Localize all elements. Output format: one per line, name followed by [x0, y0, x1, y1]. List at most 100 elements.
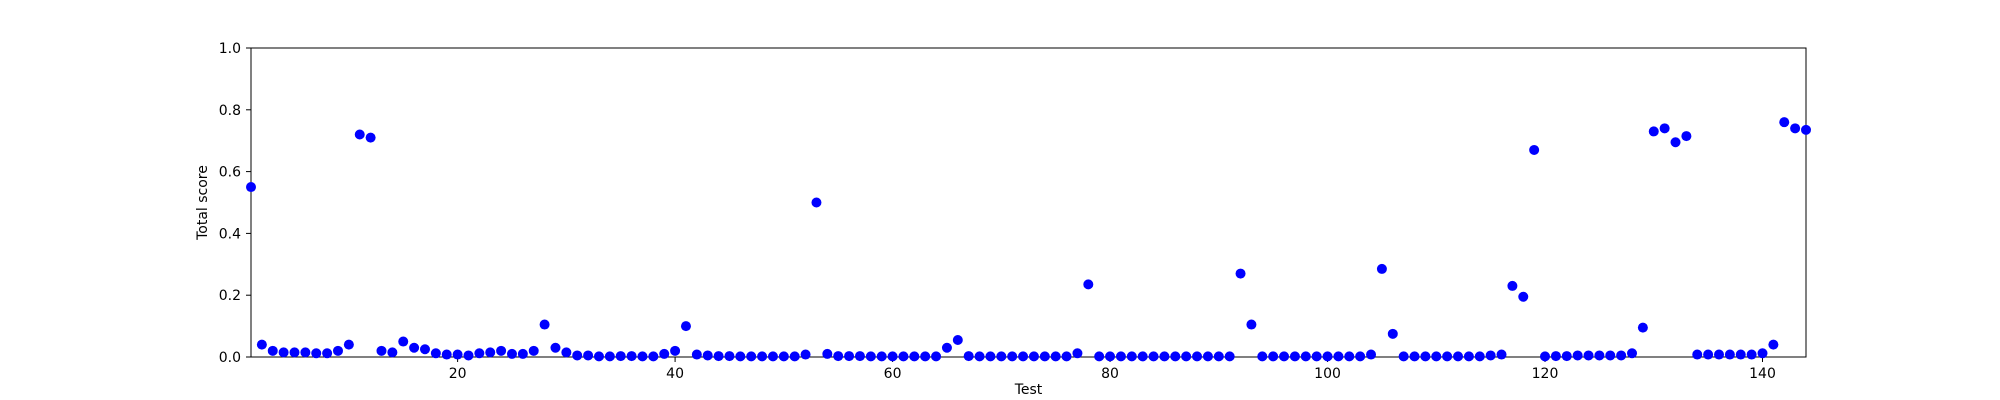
data-point	[1181, 351, 1192, 362]
data-point	[1594, 350, 1605, 361]
y-tick-label: 0.0	[219, 350, 241, 366]
data-point	[561, 347, 572, 358]
data-point	[1322, 351, 1333, 362]
data-point	[1300, 351, 1311, 362]
data-point	[278, 347, 289, 358]
data-point	[474, 348, 485, 359]
data-point	[496, 345, 507, 356]
data-point	[963, 351, 974, 362]
data-point	[1529, 144, 1540, 155]
data-point	[1801, 124, 1811, 135]
data-point	[1790, 123, 1801, 134]
data-point	[920, 351, 931, 362]
data-point	[1094, 351, 1105, 362]
data-point	[343, 339, 354, 350]
data-point	[1442, 351, 1453, 362]
data-point	[1485, 350, 1496, 361]
data-point	[811, 197, 822, 208]
data-point	[1137, 351, 1148, 362]
data-point	[1670, 137, 1681, 148]
data-point	[1583, 350, 1594, 361]
data-point	[702, 350, 713, 361]
data-point	[887, 351, 898, 362]
data-point	[376, 345, 387, 356]
data-point	[1496, 349, 1507, 360]
data-point	[604, 351, 615, 362]
data-point	[680, 321, 691, 332]
data-point	[996, 351, 1007, 362]
data-point	[452, 349, 463, 360]
data-point	[1072, 348, 1083, 359]
data-point	[1289, 351, 1300, 362]
data-point	[1420, 351, 1431, 362]
data-point	[1018, 351, 1029, 362]
x-tick-label: 80	[1101, 366, 1119, 382]
data-point	[354, 129, 365, 140]
data-point	[1507, 280, 1518, 291]
data-point	[1224, 351, 1235, 362]
data-point	[941, 342, 952, 353]
data-point	[1061, 351, 1072, 362]
data-point	[1714, 349, 1725, 360]
data-point	[1126, 351, 1137, 362]
data-point	[854, 351, 865, 362]
x-axis-label: Test	[1014, 382, 1043, 398]
data-point	[746, 351, 757, 362]
data-point	[724, 351, 735, 362]
y-axis-ticks: 0.0 0.2 0.4 0.6 0.8 1.0	[219, 41, 251, 366]
data-point	[1627, 348, 1638, 359]
y-tick-label: 0.8	[219, 103, 241, 119]
data-point	[1246, 319, 1257, 330]
data-point	[800, 349, 811, 360]
data-point	[626, 351, 637, 362]
data-point	[419, 344, 430, 355]
data-point	[1518, 291, 1529, 302]
data-point	[1746, 349, 1757, 360]
y-tick-label: 0.2	[219, 288, 241, 304]
x-axis-ticks: 20 40 60 80 100 120 140	[449, 357, 1776, 382]
data-point	[670, 345, 681, 356]
data-point	[615, 351, 626, 362]
data-point	[1398, 351, 1409, 362]
data-point	[332, 345, 343, 356]
x-tick-label: 120	[1532, 366, 1559, 382]
data-point	[1474, 351, 1485, 362]
data-point	[583, 350, 594, 361]
y-tick-label: 1.0	[219, 41, 241, 57]
data-point	[1387, 328, 1398, 339]
data-point	[1170, 351, 1181, 362]
data-point	[1115, 351, 1126, 362]
data-point	[1083, 279, 1094, 290]
data-point	[550, 342, 561, 353]
data-point	[974, 351, 985, 362]
data-point	[1105, 351, 1116, 362]
data-point	[267, 345, 278, 356]
y-axis-label: Total score	[195, 165, 211, 241]
data-point	[1050, 351, 1061, 362]
x-tick-label: 40	[666, 366, 684, 382]
data-point	[909, 351, 920, 362]
data-point	[409, 342, 420, 353]
data-point	[1463, 351, 1474, 362]
data-point	[365, 132, 376, 143]
data-point	[833, 351, 844, 362]
data-point	[300, 347, 311, 358]
data-point	[659, 348, 670, 359]
data-point	[322, 348, 333, 359]
data-point	[735, 351, 746, 362]
data-point	[1431, 351, 1442, 362]
data-point	[539, 319, 550, 330]
data-point	[1605, 350, 1616, 361]
data-point	[1681, 131, 1692, 142]
y-tick-label: 0.6	[219, 165, 241, 181]
data-point	[931, 351, 942, 362]
data-point	[1039, 351, 1050, 362]
data-point	[1376, 263, 1387, 274]
data-point	[1757, 348, 1768, 359]
plot-area-frame	[250, 47, 1807, 358]
data-point	[441, 349, 452, 360]
data-point	[1616, 350, 1627, 361]
data-point	[876, 351, 887, 362]
data-point	[1703, 349, 1714, 360]
data-point	[1028, 351, 1039, 362]
